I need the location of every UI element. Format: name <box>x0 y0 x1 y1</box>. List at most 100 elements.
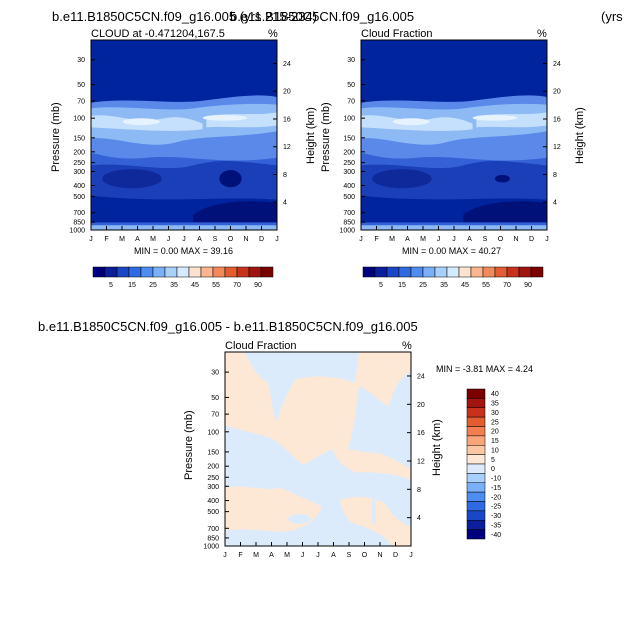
panel3-ytick-label: 250 <box>207 475 219 482</box>
panel3-ytick-right-label: 16 <box>417 430 425 437</box>
panel1-ytick-label: 850 <box>73 220 85 227</box>
panel3-colorbar-cell <box>466 520 486 530</box>
contour-band <box>202 115 248 121</box>
panel2-xtick-label: D <box>529 236 534 243</box>
panel3-xtick-label: F <box>238 552 242 559</box>
panel3-ytick-label: 50 <box>211 395 219 402</box>
panel3-ytick-label: 70 <box>211 412 219 419</box>
panel3-colorbar-cell <box>466 416 486 427</box>
panel2-ytick-right-label: 20 <box>553 89 561 96</box>
panel1-title: CLOUD at -0.471204,167.5 <box>91 28 225 40</box>
panel3-colorbar-cell <box>466 473 486 483</box>
panel3-colorbar-cell <box>466 491 486 502</box>
panel2-xtick-label: F <box>374 236 378 243</box>
panel2-title: Cloud Fraction <box>361 28 433 40</box>
panel1-ytick-label: 700 <box>73 210 85 217</box>
figure-title-right: (yrs <box>601 9 623 24</box>
panel3-xtick-label: A <box>331 552 336 559</box>
panel3-colorbar-label: -30 <box>491 513 501 520</box>
panel3-ytick-right-label: 8 <box>417 487 421 494</box>
contour-band <box>392 118 430 126</box>
panel2-xtick-label: N <box>513 236 518 243</box>
panel1-colorbar-label: 5 <box>109 282 113 289</box>
panel2-xtick-label: M <box>389 236 395 243</box>
panel2-ytick-label: 50 <box>347 82 355 89</box>
panel3-colorbar-cell <box>466 501 486 512</box>
panel2-ytick-label: 700 <box>343 210 355 217</box>
panel1-units: % <box>268 28 278 40</box>
panel3-colorbar-label: -35 <box>491 522 501 529</box>
panel1-xtick-label: D <box>259 236 264 243</box>
panel1-ytick-right-label: 20 <box>283 89 291 96</box>
contour-band <box>193 201 277 223</box>
panel3-ytick-label: 400 <box>207 498 219 505</box>
panel2-xtick-label: J <box>545 236 549 243</box>
panel3-ytick-label: 30 <box>211 370 219 377</box>
panel2-colorbar-cell <box>530 266 544 278</box>
contour-band <box>463 201 547 223</box>
panel3-colorbar-label: -40 <box>491 532 501 539</box>
panel3-colorbar-label: 40 <box>491 391 499 398</box>
panel1-xtick-label: M <box>119 236 125 243</box>
panel1-xtick-label: J <box>89 236 93 243</box>
panel2-xtick-label: O <box>498 236 504 243</box>
panel2-xtick-label: M <box>420 236 426 243</box>
panel2-ytick-label: 30 <box>347 57 355 64</box>
contour-band <box>371 497 377 525</box>
panel2-units: % <box>537 28 547 40</box>
panel1-ytick-label: 500 <box>73 194 85 201</box>
panel1-xtick-label: J <box>182 236 186 243</box>
panel1-xtick-label: A <box>197 236 202 243</box>
panel1-ytick-label: 300 <box>73 169 85 176</box>
panel1-ytick-label: 30 <box>77 57 85 64</box>
panel1-xtick-label: J <box>275 236 279 243</box>
panel1-ytick-label: 70 <box>77 98 85 105</box>
panel1-ytick-right-label: 16 <box>283 116 291 123</box>
panel1-ytick-label: 50 <box>77 82 85 89</box>
panel2-colorbar-label: 25 <box>419 282 427 289</box>
panel1-ytick-label: 200 <box>73 149 85 156</box>
panel1-colorbar-label: 90 <box>254 282 262 289</box>
panel3-ytick-label: 200 <box>207 464 219 471</box>
panel3-ytick-right-label: 4 <box>417 515 421 522</box>
panel1-ytick-right-label: 4 <box>283 200 287 207</box>
panel3-ytick-label: 850 <box>207 535 219 542</box>
panel1-xtick-label: A <box>135 236 140 243</box>
panel3-ytick-label: 100 <box>207 429 219 436</box>
panel2-ytick-right-label: 4 <box>553 200 557 207</box>
panel3-xtick-label: A <box>269 552 274 559</box>
panel3-xtick-label: J <box>301 552 305 559</box>
panel1-xtick-label: S <box>213 236 218 243</box>
panel3-colorbar-label: 15 <box>491 438 499 445</box>
contour-band <box>225 352 411 465</box>
panel3-ytick-label: 300 <box>207 484 219 491</box>
contour-band <box>472 115 518 121</box>
panel2-colorbar-label: 55 <box>482 282 490 289</box>
panel1-xtick-label: M <box>150 236 156 243</box>
panel3-contours <box>225 352 411 546</box>
panel1-ytick-label: 250 <box>73 160 85 167</box>
panel2-ytick-right-label: 24 <box>553 61 561 68</box>
panel2-contours <box>361 40 547 230</box>
panel1-colorbar-label: 25 <box>149 282 157 289</box>
panel2-colorbar-label: 45 <box>461 282 469 289</box>
panel3-units: % <box>402 340 412 352</box>
panel3-colorbar-label: 25 <box>491 419 499 426</box>
panel3-colorbar-label: 20 <box>491 429 499 436</box>
figure-title-mid: b.e11.B1850C5CN.f09_g16.005 <box>230 9 415 24</box>
panel1-xtick-label: J <box>167 236 171 243</box>
panel3-xtick-label: M <box>284 552 290 559</box>
panel1-stats: MIN = 0.00 MAX = 39.16 <box>134 246 234 256</box>
panel2-ytick-label: 250 <box>343 160 355 167</box>
panel3-colorbar-cell <box>466 463 486 474</box>
contour-band <box>102 169 162 189</box>
panel2-xtick-label: J <box>452 236 456 243</box>
panel3-ytick-label: 500 <box>207 509 219 516</box>
panel3-xtick-label: O <box>362 552 368 559</box>
panel2-ytick-label: 70 <box>347 98 355 105</box>
contour-band <box>494 174 510 183</box>
panel1-colorbar-label: 70 <box>233 282 241 289</box>
panel1-colorbar-label: 15 <box>128 282 136 289</box>
contour-band <box>122 118 160 126</box>
